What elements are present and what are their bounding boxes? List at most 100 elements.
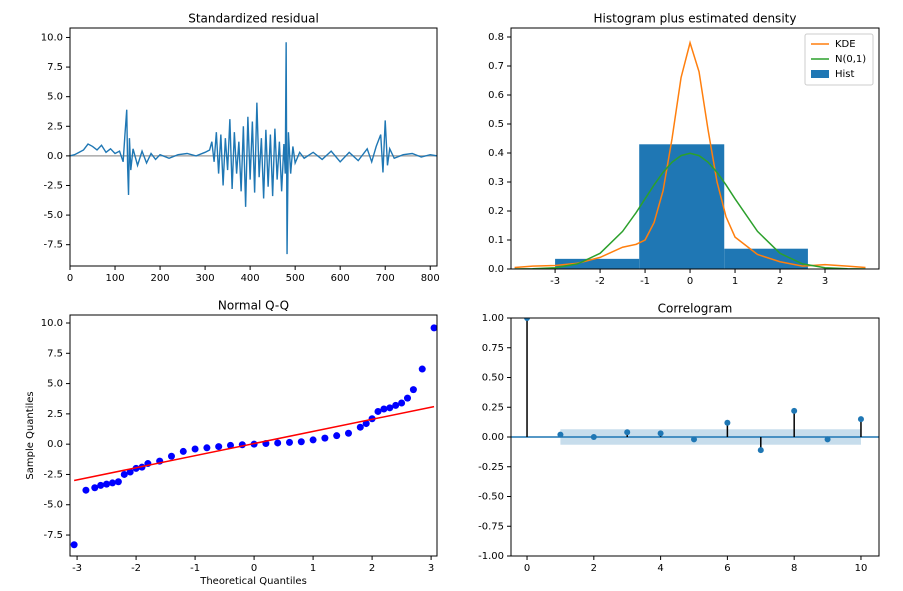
x-tick-label: 800 bbox=[421, 273, 440, 284]
qq-point bbox=[274, 439, 282, 447]
y-tick-label: 0.25 bbox=[482, 402, 504, 413]
stem-marker bbox=[624, 429, 631, 436]
y-tick-label: 10.0 bbox=[41, 32, 63, 43]
qq-point bbox=[203, 444, 211, 452]
chart-title: Correlogram bbox=[658, 302, 733, 316]
y-tick-label: 5.0 bbox=[47, 379, 63, 390]
qq-point bbox=[103, 480, 111, 488]
y-tick-label: 0.75 bbox=[482, 343, 504, 354]
legend-label: Hist bbox=[835, 69, 855, 80]
x-axis-label: Theoretical Quantiles bbox=[199, 576, 307, 587]
x-tick-label: 2 bbox=[777, 276, 783, 287]
x-tick-label: 3 bbox=[822, 276, 828, 287]
y-tick-label: 0.0 bbox=[47, 439, 63, 450]
qq-point bbox=[430, 324, 437, 332]
y-tick-label: 0.7 bbox=[488, 61, 504, 72]
x-tick-label: 3 bbox=[428, 563, 434, 574]
x-tick-label: 700 bbox=[376, 273, 395, 284]
x-tick-label: 0 bbox=[524, 563, 530, 574]
y-tick-label: 0.0 bbox=[47, 151, 63, 162]
qq-point bbox=[356, 423, 364, 431]
x-tick-label: 10 bbox=[855, 563, 868, 574]
x-tick-label: 500 bbox=[286, 273, 305, 284]
y-tick-label: 7.5 bbox=[47, 348, 63, 359]
y-tick-label: -0.25 bbox=[478, 462, 504, 473]
y-tick-label: 2.5 bbox=[47, 409, 63, 420]
y-tick-label: -0.75 bbox=[478, 521, 504, 532]
axes-frame bbox=[510, 27, 880, 270]
panel: Normal Q-Q -3 -2 -1 0 1 2 3 -7.5 -5.0 -2.5 0.0 2.5 5.… bbox=[25, 299, 438, 587]
qq-point bbox=[179, 447, 187, 455]
y-tick-label: 0.0 bbox=[488, 264, 504, 275]
chart-title: Normal Q-Q bbox=[218, 299, 289, 313]
y-tick-label: 0.00 bbox=[482, 432, 504, 443]
stem-marker bbox=[657, 430, 664, 437]
qq-point bbox=[97, 481, 105, 489]
x-tick-label: 6 bbox=[724, 563, 730, 574]
qq-point bbox=[297, 438, 305, 446]
legend-label: KDE bbox=[835, 39, 856, 50]
x-tick-label: 4 bbox=[657, 563, 663, 574]
qq-point bbox=[333, 432, 341, 440]
plot-area bbox=[70, 324, 437, 549]
hist-bar bbox=[724, 248, 808, 269]
x-tick-label: -3 bbox=[72, 563, 82, 574]
qq-point bbox=[309, 436, 317, 444]
qq-point bbox=[285, 438, 293, 446]
stem-marker bbox=[524, 318, 531, 321]
y-tick-label: -5.0 bbox=[43, 210, 63, 221]
density-line bbox=[514, 40, 866, 269]
qq-point bbox=[91, 484, 99, 492]
qq-point bbox=[215, 443, 223, 451]
y-tick-label: 0.3 bbox=[488, 177, 504, 188]
x-tick-label: 100 bbox=[105, 273, 124, 284]
y-tick-label: -0.50 bbox=[478, 492, 504, 503]
y-tick-label: 1.00 bbox=[482, 313, 504, 324]
x-tick-label: 1 bbox=[310, 563, 316, 574]
y-tick-label: 10.0 bbox=[41, 318, 63, 329]
qq-point bbox=[321, 434, 329, 442]
stem-marker bbox=[757, 447, 764, 454]
hist-bar bbox=[639, 144, 725, 269]
x-tick-label: -2 bbox=[131, 563, 141, 574]
qq-point bbox=[392, 401, 400, 409]
qq-point bbox=[409, 386, 417, 394]
qq-point bbox=[120, 470, 128, 478]
qq-point bbox=[70, 541, 78, 549]
x-tick-label: 300 bbox=[196, 273, 215, 284]
y-tick-label: 5.0 bbox=[47, 92, 63, 103]
qq-point bbox=[374, 407, 382, 415]
y-tick-label: 0.50 bbox=[482, 373, 504, 384]
stem-marker bbox=[590, 434, 597, 440]
x-tick-label: 200 bbox=[151, 273, 170, 284]
panel: Correlogram 0 2 4 6 8 10 -1.00 -0.75 -0.50 -0.25 0.… bbox=[478, 302, 880, 574]
qq-point bbox=[108, 479, 116, 487]
stem-marker bbox=[857, 416, 864, 423]
axes-frame bbox=[510, 317, 880, 557]
y-tick-label: 0.2 bbox=[488, 206, 504, 217]
y-tick-label: -7.5 bbox=[43, 530, 63, 541]
legend-swatch bbox=[811, 70, 829, 78]
x-tick-label: -2 bbox=[595, 276, 605, 287]
y-tick-label: 2.5 bbox=[47, 121, 63, 132]
x-tick-label: 0 bbox=[67, 273, 73, 284]
y-tick-label: 0.6 bbox=[488, 90, 504, 101]
panel: Histogram plus estimated density -3 -2 -1 0 1… bbox=[488, 12, 880, 287]
panel: Standardized residual 0 100 200 300 400 500 600… bbox=[41, 12, 440, 285]
y-tick-label: 0.5 bbox=[488, 119, 504, 130]
stem-marker bbox=[690, 436, 697, 443]
legend: KDE N(0,1) Hist bbox=[804, 33, 874, 86]
axes-frame bbox=[69, 27, 438, 267]
stem-marker bbox=[791, 407, 798, 414]
x-tick-label: 0 bbox=[251, 563, 257, 574]
axes-frame bbox=[69, 314, 438, 557]
stem-marker bbox=[724, 419, 731, 426]
y-tick-label: -2.5 bbox=[43, 469, 63, 480]
plot-area bbox=[70, 42, 437, 255]
qq-point bbox=[82, 486, 90, 494]
qq-point bbox=[418, 365, 426, 373]
legend-label: N(0,1) bbox=[835, 54, 866, 65]
x-tick-label: 600 bbox=[331, 273, 350, 284]
qq-point bbox=[191, 445, 199, 453]
